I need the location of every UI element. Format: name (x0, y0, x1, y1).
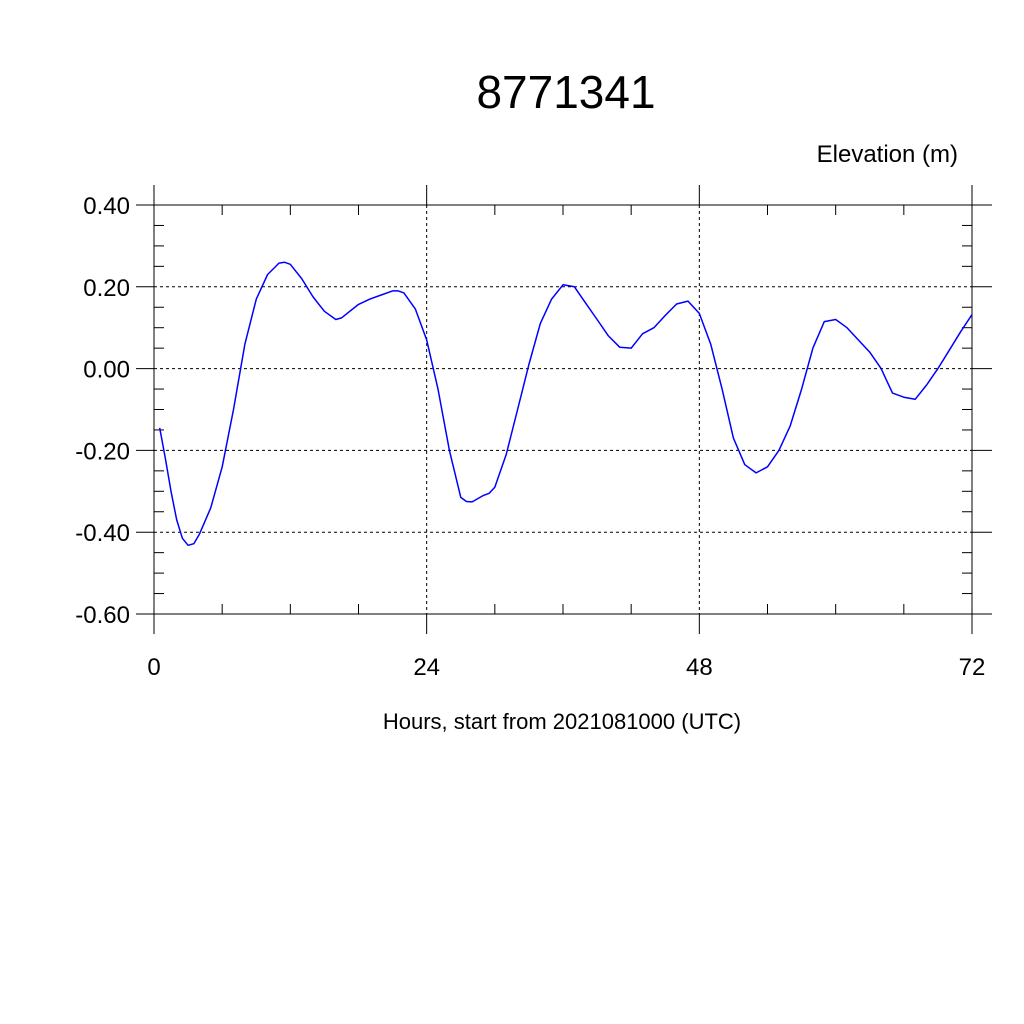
x-tick-label: 0 (147, 654, 160, 681)
x-axis-label: Hours, start from 2021081000 (UTC) (383, 709, 741, 734)
x-tick-label: 48 (686, 654, 713, 681)
chart-title: 8771341 (476, 66, 655, 118)
series-group (158, 261, 973, 547)
ticks (136, 185, 992, 634)
x-tick-label: 72 (959, 654, 986, 681)
tick-labels: 0.40 0.20 0.00 -0.20 -0.40 -0.60 0 24 48 72 (75, 193, 985, 681)
series-line (158, 261, 973, 547)
y-tick-label: 0.40 (83, 193, 130, 220)
y-tick-label: -0.60 (75, 602, 130, 629)
y-tick-label: 0.00 (83, 357, 130, 384)
y-tick-label: -0.20 (75, 438, 130, 465)
y-tick-label: 0.20 (83, 275, 130, 302)
y-tick-label: -0.40 (75, 520, 130, 547)
x-tick-label: 24 (413, 654, 440, 681)
units-label: Elevation (m) (817, 141, 958, 168)
